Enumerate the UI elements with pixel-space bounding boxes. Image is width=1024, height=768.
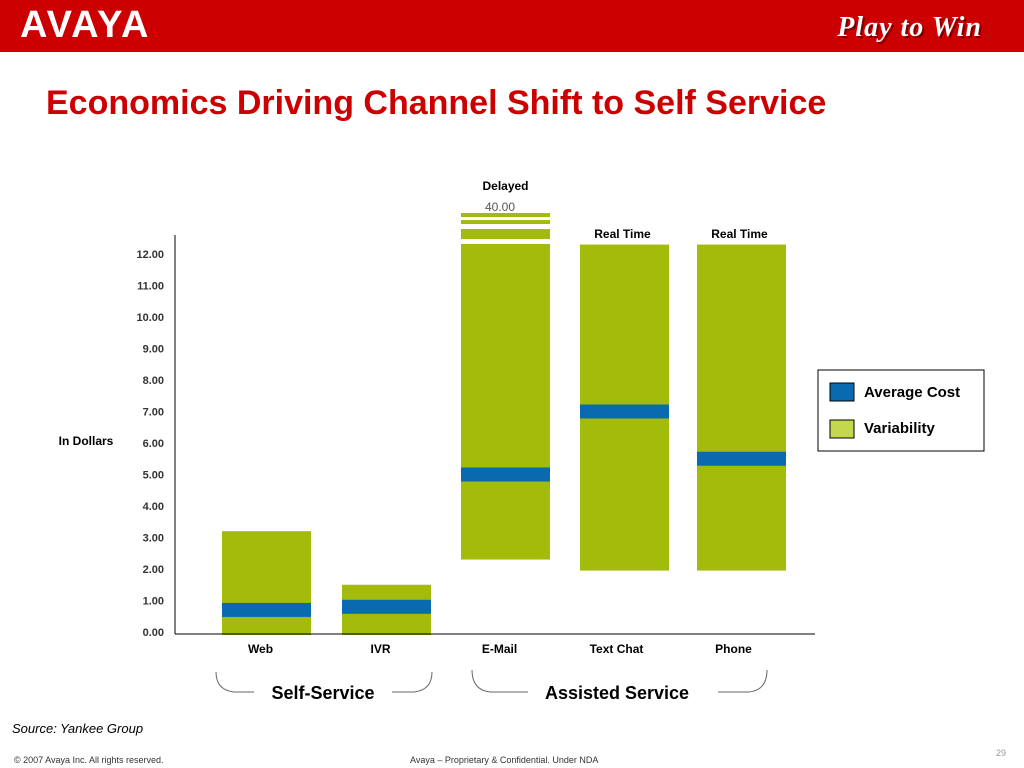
- y-tick-label: 10.00: [136, 312, 164, 324]
- y-tick-label: 1.00: [143, 596, 164, 608]
- y-tick-label: 12.00: [136, 249, 164, 261]
- y-tick-label: 7.00: [143, 407, 164, 419]
- average-cost-marker: [461, 467, 550, 482]
- bracket-right: [718, 669, 768, 693]
- footer-confidential: Avaya – Proprietary & Confidential. Unde…: [410, 755, 599, 765]
- avaya-logo: AVAYA: [20, 4, 151, 46]
- x-tick-label: IVR: [370, 642, 390, 656]
- y-tick-label: 6.00: [143, 438, 164, 450]
- x-tick-label: Web: [248, 642, 273, 656]
- x-tick-label: Text Chat: [590, 642, 644, 656]
- legend-label-variability: Variability: [864, 420, 936, 437]
- x-tick-label: Phone: [715, 642, 752, 656]
- y-tick-label: 11.00: [137, 281, 164, 293]
- bracket-right: [392, 671, 433, 693]
- legend: Average Cost Variability: [817, 369, 985, 452]
- group-label: Assisted Service: [545, 683, 689, 703]
- average-cost-marker: [580, 404, 669, 419]
- y-tick-label: 8.00: [143, 375, 164, 387]
- page-number: 29: [995, 748, 1006, 758]
- category-labels: Web IVR E-Mail Delayed Text Chat Real Time Pho…: [248, 179, 768, 656]
- variability-bar: [222, 531, 311, 635]
- x-tick-label: E-Mail: [482, 642, 517, 656]
- average-cost-marker: [697, 451, 786, 466]
- group-assisted-service: Assisted Service: [471, 669, 768, 703]
- variability-bar: [461, 244, 550, 560]
- y-tick-label: 3.00: [143, 533, 164, 545]
- source-note: Source: Yankee Group: [12, 721, 144, 736]
- legend-label-average-cost: Average Cost: [864, 384, 960, 401]
- play-to-win-tagline: Play to Win: [837, 12, 982, 43]
- y-axis-ticks: 0.00 1.00 2.00 3.00 4.00 5.00 6.00 7.00 8.00 9.00…: [136, 249, 164, 639]
- y-tick-label: 5.00: [143, 470, 164, 482]
- break-segment: [461, 229, 550, 239]
- average-cost-marker: [222, 602, 311, 617]
- y-tick-label: 4.00: [143, 501, 164, 513]
- header-bar: AVAYA Play to Win: [0, 0, 1024, 52]
- bars: [222, 244, 786, 635]
- bar-top-label: Delayed: [482, 179, 528, 193]
- break-segment: [461, 220, 550, 224]
- legend-swatch-variability: [829, 419, 855, 439]
- legend-swatch-average-cost: [829, 382, 855, 402]
- legend-box: [817, 369, 985, 452]
- bracket-left: [215, 671, 254, 693]
- y-axis-label: In Dollars: [59, 434, 114, 448]
- bar-top-label: Real Time: [594, 227, 651, 241]
- group-label: Self-Service: [271, 683, 374, 703]
- break-segment: [461, 213, 550, 217]
- variability-bar: [697, 244, 786, 571]
- email-break-segments: [461, 213, 550, 239]
- group-self-service: Self-Service: [215, 671, 433, 703]
- y-tick-label: 2.00: [143, 564, 164, 576]
- average-cost-marker: [342, 599, 431, 614]
- bracket-left: [471, 669, 528, 693]
- break-value-label: 40.00: [485, 200, 515, 214]
- bar-top-label: Real Time: [711, 227, 768, 241]
- slide-title: Economics Driving Channel Shift to Self …: [46, 84, 827, 122]
- footer-copyright: © 2007 Avaya Inc. All rights reserved.: [14, 755, 164, 765]
- y-tick-label: 0.00: [143, 627, 164, 639]
- y-tick-label: 9.00: [143, 344, 164, 356]
